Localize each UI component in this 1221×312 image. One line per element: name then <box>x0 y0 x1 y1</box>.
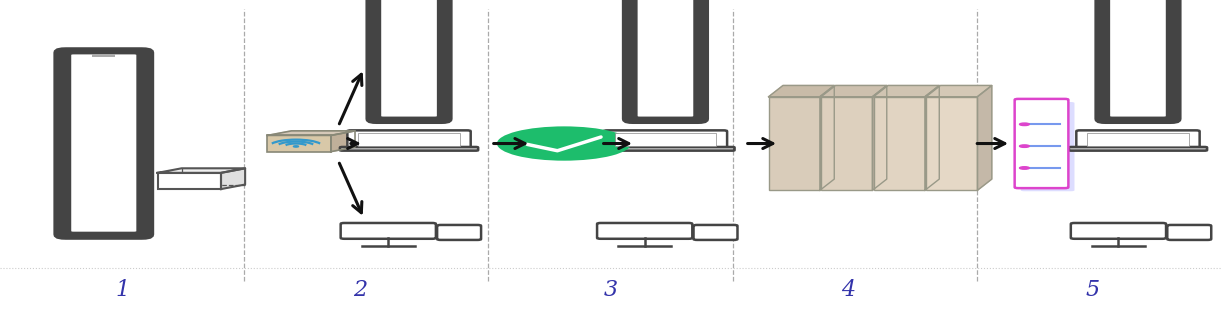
Circle shape <box>293 146 298 147</box>
Polygon shape <box>872 85 886 190</box>
FancyBboxPatch shape <box>57 51 150 236</box>
FancyBboxPatch shape <box>597 223 692 239</box>
Polygon shape <box>331 131 355 152</box>
Bar <box>267 135 331 152</box>
Polygon shape <box>267 131 355 135</box>
FancyBboxPatch shape <box>381 0 437 117</box>
Polygon shape <box>819 85 834 190</box>
FancyBboxPatch shape <box>1021 102 1074 191</box>
FancyBboxPatch shape <box>369 0 449 120</box>
Bar <box>158 173 221 189</box>
FancyBboxPatch shape <box>1098 0 1178 120</box>
Text: 4: 4 <box>841 279 856 301</box>
FancyBboxPatch shape <box>1015 99 1068 188</box>
FancyBboxPatch shape <box>339 147 479 151</box>
Bar <box>768 97 819 190</box>
FancyBboxPatch shape <box>603 130 726 149</box>
Circle shape <box>1020 167 1029 169</box>
FancyBboxPatch shape <box>694 225 737 240</box>
FancyBboxPatch shape <box>1110 0 1166 117</box>
Polygon shape <box>873 85 939 97</box>
FancyBboxPatch shape <box>347 130 471 149</box>
Text: 2: 2 <box>353 279 368 301</box>
FancyBboxPatch shape <box>1071 223 1166 239</box>
Polygon shape <box>768 85 834 97</box>
FancyBboxPatch shape <box>1068 147 1208 151</box>
Bar <box>359 133 459 146</box>
Bar <box>93 54 115 57</box>
Polygon shape <box>926 85 991 97</box>
FancyBboxPatch shape <box>1167 225 1211 240</box>
Bar <box>821 97 872 190</box>
FancyBboxPatch shape <box>71 54 137 232</box>
Circle shape <box>1020 145 1029 147</box>
Bar <box>1087 133 1188 146</box>
Text: 5: 5 <box>1085 279 1100 301</box>
FancyBboxPatch shape <box>596 147 735 151</box>
Circle shape <box>1020 123 1029 125</box>
FancyBboxPatch shape <box>625 0 706 120</box>
Polygon shape <box>221 168 245 189</box>
Bar <box>873 97 924 190</box>
FancyBboxPatch shape <box>637 0 694 117</box>
FancyBboxPatch shape <box>437 225 481 240</box>
Circle shape <box>497 126 631 161</box>
Polygon shape <box>977 85 991 190</box>
FancyBboxPatch shape <box>341 223 436 239</box>
Polygon shape <box>158 168 245 173</box>
Text: 3: 3 <box>603 279 618 301</box>
Text: 1: 1 <box>115 279 129 301</box>
Polygon shape <box>924 85 939 190</box>
Bar <box>926 97 977 190</box>
FancyBboxPatch shape <box>1076 130 1199 149</box>
Bar <box>615 133 716 146</box>
Polygon shape <box>821 85 886 97</box>
